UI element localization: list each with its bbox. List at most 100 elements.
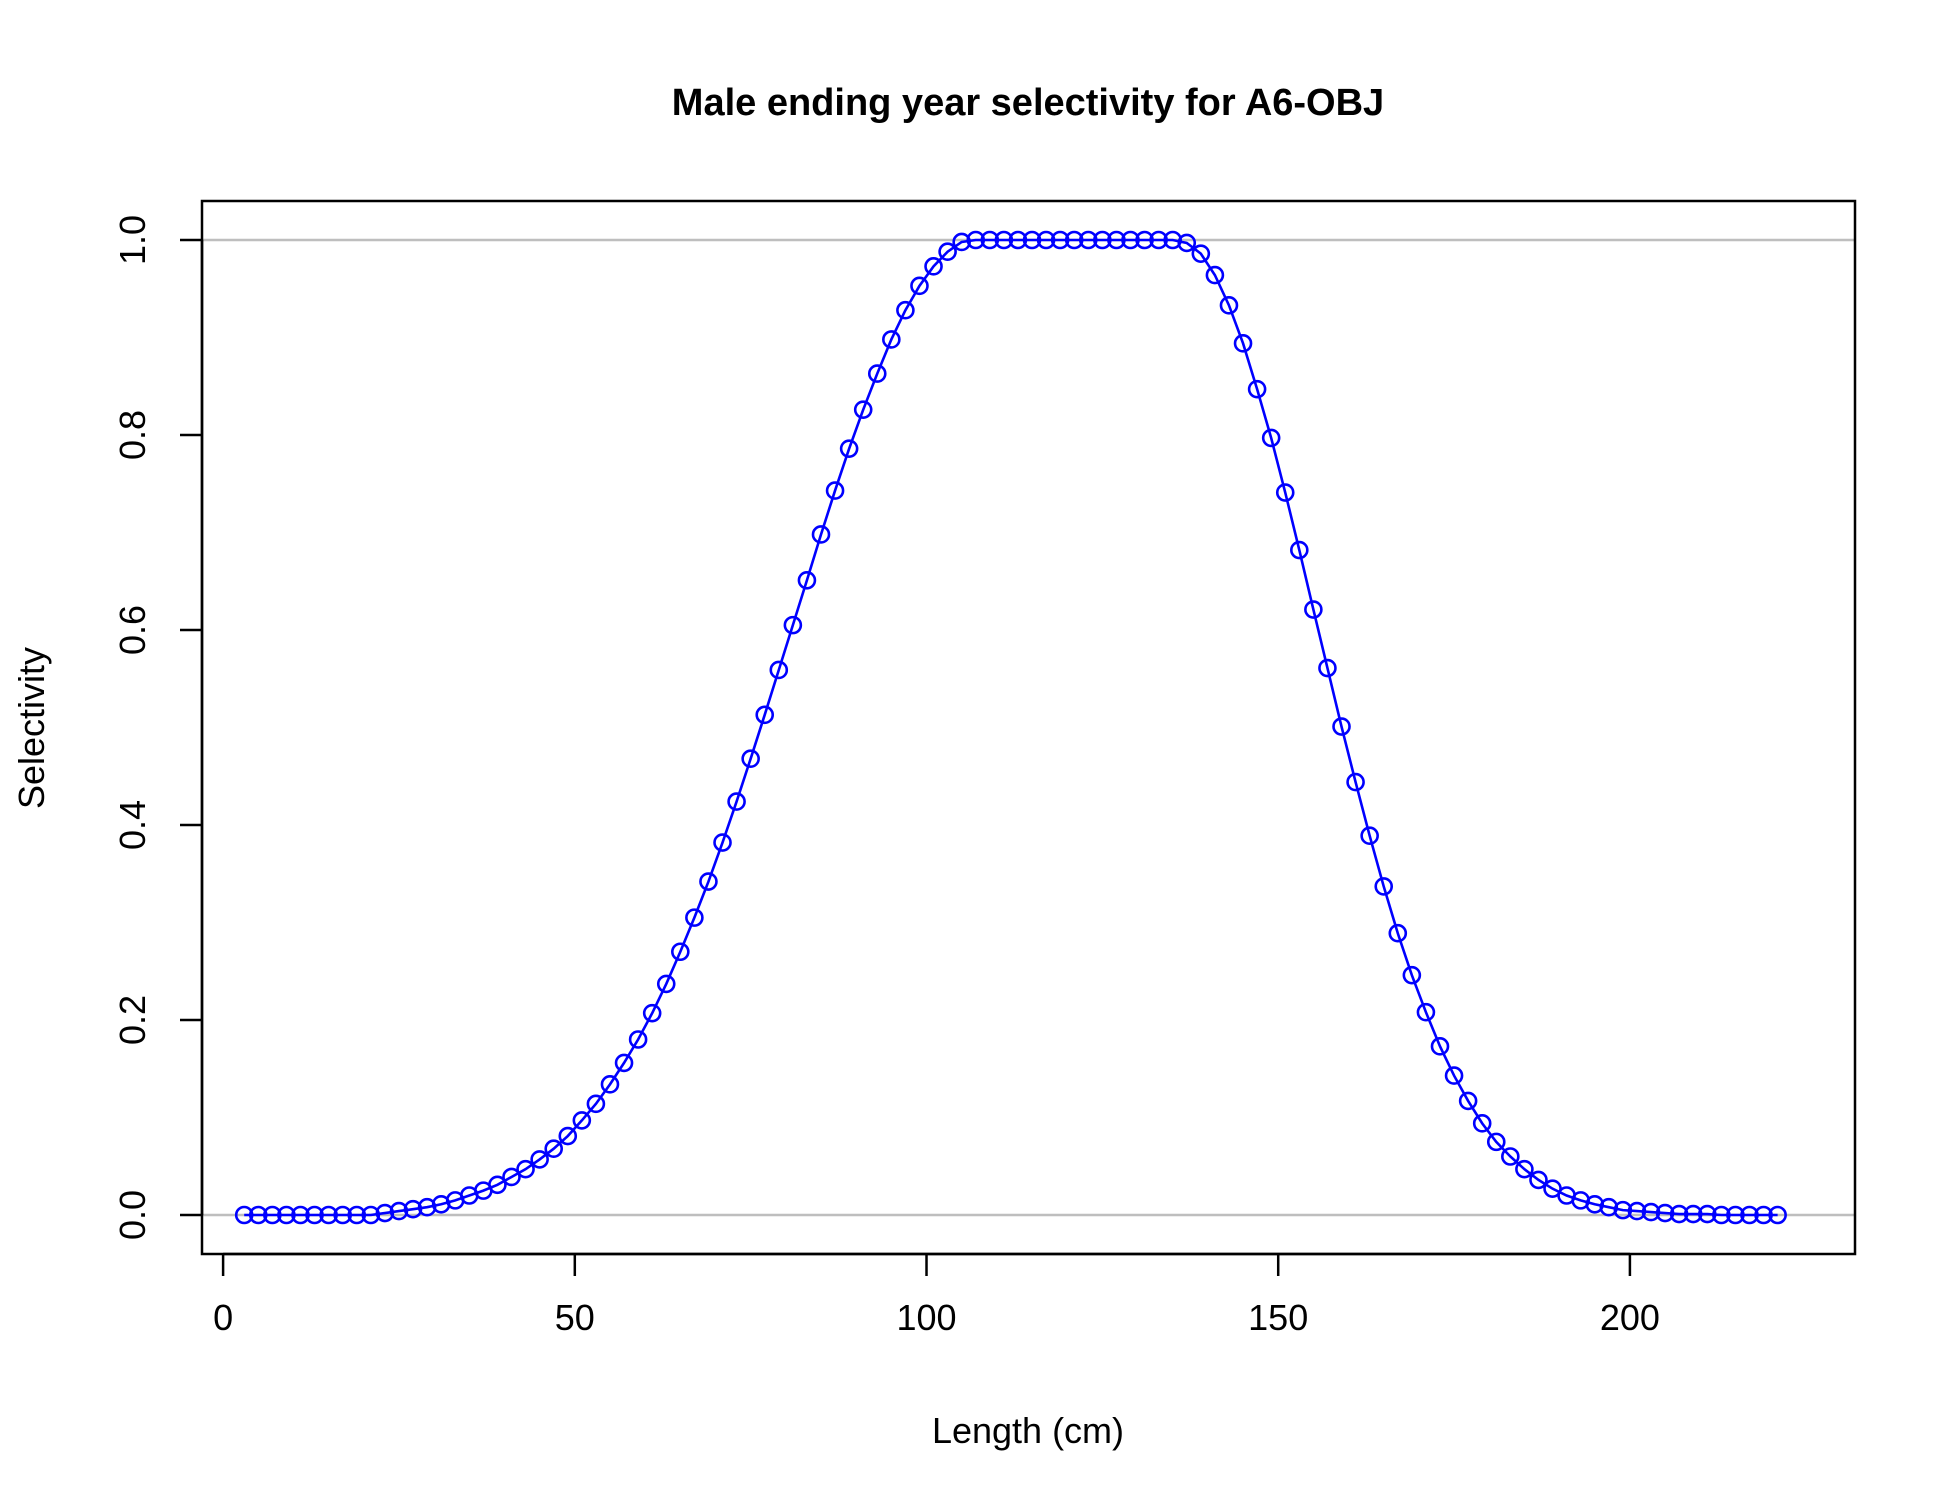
series-line [244,238,1778,1217]
data-point [488,1175,507,1195]
data-point [1402,965,1422,985]
data-point [1093,230,1112,250]
data-point [783,615,803,635]
data-point [882,330,901,349]
x-tick-label: 100 [896,1297,956,1338]
y-tick-label: 1.0 [112,215,153,265]
data-point [1529,1170,1548,1190]
data-point [1768,1205,1787,1225]
data-point [1613,1200,1633,1220]
data-point [1416,1002,1436,1022]
series-points [234,230,1787,1225]
reference-lines [202,238,1855,1217]
data-point [642,1003,662,1023]
x-axis: 0 50 100 150 200 [213,1252,1660,1338]
data-point [713,833,732,852]
data-point [1233,334,1253,353]
data-point [516,1159,535,1179]
data-point [1022,230,1042,250]
data-point [1275,483,1295,502]
data-point [825,481,845,500]
data-point [839,439,859,458]
x-tick-label: 150 [1248,1297,1308,1338]
data-point [361,1205,381,1225]
y-axis: 0.0 0.2 0.4 0.6 0.8 1.0 [112,215,204,1240]
data-point [1458,1091,1478,1111]
data-point [1360,826,1379,846]
data-point [333,1205,352,1225]
data-point [347,1205,367,1225]
data-point [924,257,943,276]
data-point [1332,717,1351,736]
data-point [586,1094,606,1114]
data-point [1444,1066,1464,1085]
data-point [1304,600,1323,619]
data-point [811,525,831,544]
data-point [1669,1204,1689,1224]
data-point [1121,230,1140,250]
data-point [1008,230,1028,250]
data-point [319,1205,338,1225]
y-tick-label: 0.2 [112,995,153,1045]
data-point [277,1205,296,1225]
data-point [263,1205,282,1225]
data-point [671,942,690,962]
data-point [389,1201,409,1221]
data-point [1261,428,1281,448]
data-point [896,300,915,320]
data-point [1177,233,1197,253]
data-point [1754,1205,1773,1225]
data-point [1740,1205,1759,1225]
data-point [980,230,1000,250]
data-point [502,1167,521,1187]
data-point [1205,265,1225,285]
y-tick-label: 0.4 [112,800,153,850]
data-point [1726,1205,1745,1225]
y-axis-label: Selectivity [11,647,52,809]
data-point [1290,540,1309,560]
x-tick-label: 200 [1600,1297,1660,1338]
chart-title: Male ending year selectivity for A6-OBJ [672,82,1384,124]
data-point [1472,1114,1492,1133]
data-point [685,908,704,927]
data-point [530,1150,549,1169]
x-tick-label: 0 [213,1297,233,1338]
data-point [1712,1205,1731,1225]
data-point [1107,230,1126,250]
data-point [938,242,957,261]
data-point [1388,923,1408,943]
data-point [1036,230,1056,250]
data-point [1064,230,1084,250]
data-point [291,1205,310,1225]
x-axis-label: Length (cm) [932,1410,1124,1451]
data-point [375,1203,395,1223]
plot-area [200,199,1857,1256]
data-point [1247,379,1267,399]
data-point [656,974,676,994]
data-point [305,1205,324,1225]
data-point [614,1053,634,1073]
data-point [966,230,986,250]
data-point [994,230,1014,250]
data-point [769,660,789,680]
y-tick-label: 0.8 [112,410,153,460]
y-tick-label: 0.6 [112,605,153,655]
data-point [741,749,760,769]
data-point [755,705,775,725]
data-point [600,1075,620,1094]
data-point [699,872,718,891]
data-point [1135,230,1154,250]
data-point [952,232,971,252]
plot-frame [200,199,1857,1256]
data-point [1191,244,1211,263]
data-point [1627,1201,1647,1221]
data-point [1641,1202,1661,1222]
data-point [1318,658,1337,678]
data-point [1486,1132,1506,1152]
data-point [558,1126,578,1146]
data-point [403,1199,423,1219]
data-point [867,364,887,383]
data-point [1050,230,1070,250]
data-point [1219,296,1239,315]
